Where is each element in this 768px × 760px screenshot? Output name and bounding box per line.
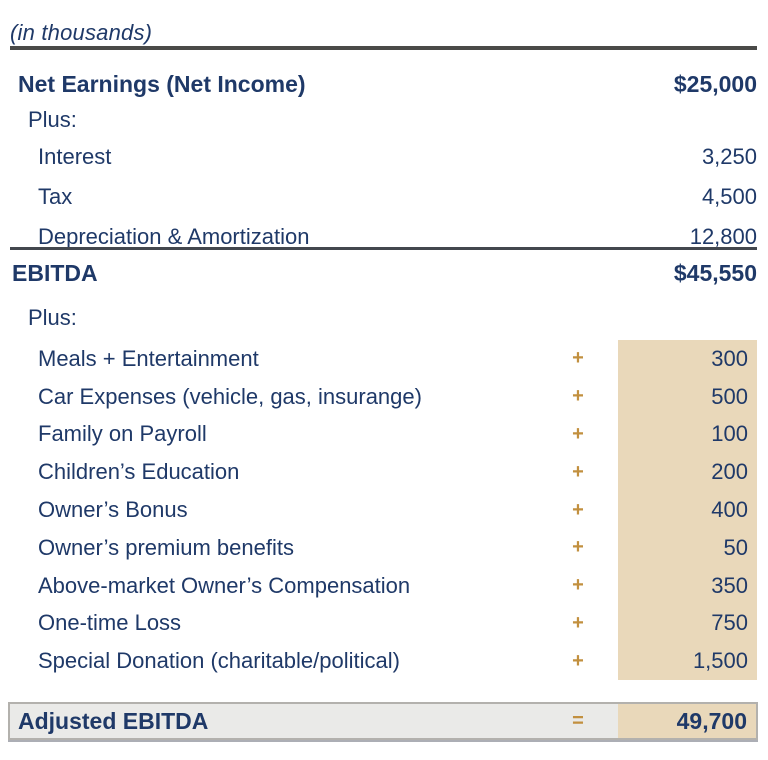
addback-row: Above-market Owner’s Compensation + 350 bbox=[10, 566, 757, 605]
adjusted-ebitda-row: Adjusted EBITDA = 49,700 bbox=[8, 702, 758, 740]
adjusted-ebitda-value-cell: 49,700 bbox=[618, 704, 756, 738]
addback-value-cell: 500 bbox=[618, 377, 757, 416]
plus-operator: + bbox=[572, 574, 584, 597]
plus-operator: + bbox=[572, 611, 584, 634]
addback-row: Owner’s Bonus + 400 bbox=[10, 491, 757, 529]
plus-operator: + bbox=[572, 460, 584, 483]
addback-value-cell: 100 bbox=[618, 415, 757, 454]
addback-value-cell: 750 bbox=[618, 604, 757, 643]
plus-operator: + bbox=[572, 536, 584, 559]
ebitda-label: EBITDA bbox=[12, 259, 98, 286]
addbacks-list: Meals + Entertainment + 300 Car Expenses… bbox=[10, 340, 757, 681]
addback-label: Owner’s premium benefits bbox=[38, 534, 294, 560]
addback-label: Family on Payroll bbox=[38, 421, 207, 447]
plus-label: Plus: bbox=[28, 107, 77, 132]
addback-row: One-time Loss + 750 bbox=[10, 604, 757, 643]
addback-label: Owner’s Bonus bbox=[38, 497, 188, 523]
plus-operator: + bbox=[572, 385, 584, 408]
addback-row: Meals + Entertainment + 300 bbox=[10, 340, 757, 378]
equals-operator: = bbox=[572, 709, 584, 732]
ebitda-divider-rule bbox=[10, 247, 757, 250]
addback-value-cell: 400 bbox=[618, 491, 757, 529]
line-item-label: Tax bbox=[38, 184, 73, 209]
addback-label: Above-market Owner’s Compensation bbox=[38, 572, 411, 598]
addback-value-cell: 300 bbox=[618, 340, 757, 378]
ebitda-value: $45,550 bbox=[673, 259, 757, 286]
addback-label: One-time Loss bbox=[38, 610, 182, 636]
line-item-value: 4,500 bbox=[701, 184, 757, 209]
addback-row: Owner’s premium benefits + 50 bbox=[10, 528, 757, 567]
line-item-value: 3,250 bbox=[701, 144, 757, 169]
addback-label: Meals + Entertainment bbox=[38, 345, 259, 371]
addback-value-cell: 200 bbox=[618, 453, 757, 492]
addback-value-cell: 350 bbox=[618, 566, 757, 605]
units-note: (in thousands) bbox=[10, 20, 153, 45]
line-item-row: Interest 3,250 bbox=[38, 143, 757, 171]
addback-value-cell: 50 bbox=[618, 528, 757, 567]
addback-label: Car Expenses (vehicle, gas, insurange) bbox=[38, 383, 422, 409]
plus-operator: + bbox=[572, 498, 584, 521]
addback-label: Children’s Education bbox=[38, 459, 240, 485]
ebitda-subtotal-row: EBITDA $45,550 bbox=[12, 258, 757, 288]
top-divider-rule bbox=[10, 46, 757, 50]
adjusted-ebitda-label: Adjusted EBITDA bbox=[18, 707, 209, 734]
line-item-row: Tax 4,500 bbox=[38, 183, 757, 211]
plus-operator: + bbox=[572, 649, 584, 672]
net-earnings-label: Net Earnings (Net Income) bbox=[18, 70, 306, 97]
plus-label: Plus: bbox=[28, 305, 77, 330]
addback-label: Special Donation (charitable/political) bbox=[38, 648, 400, 674]
addback-value-cell: 1,500 bbox=[618, 642, 757, 681]
addback-row: Family on Payroll + 100 bbox=[10, 415, 757, 454]
line-item-label: Interest bbox=[38, 144, 112, 169]
addback-row: Special Donation (charitable/political) … bbox=[10, 642, 757, 681]
addback-row: Car Expenses (vehicle, gas, insurange) +… bbox=[10, 377, 757, 416]
addback-row: Children’s Education + 200 bbox=[10, 453, 757, 492]
plus-operator: + bbox=[572, 422, 584, 445]
plus-operator: + bbox=[572, 347, 584, 370]
net-earnings-value: $25,000 bbox=[673, 70, 757, 97]
net-earnings-row: Net Earnings (Net Income) $25,000 bbox=[18, 69, 757, 99]
line-item-label: Depreciation & Amortization bbox=[38, 224, 310, 249]
line-item-value: 12,800 bbox=[689, 224, 757, 249]
line-item-row: Depreciation & Amortization 12,800 bbox=[38, 223, 757, 251]
